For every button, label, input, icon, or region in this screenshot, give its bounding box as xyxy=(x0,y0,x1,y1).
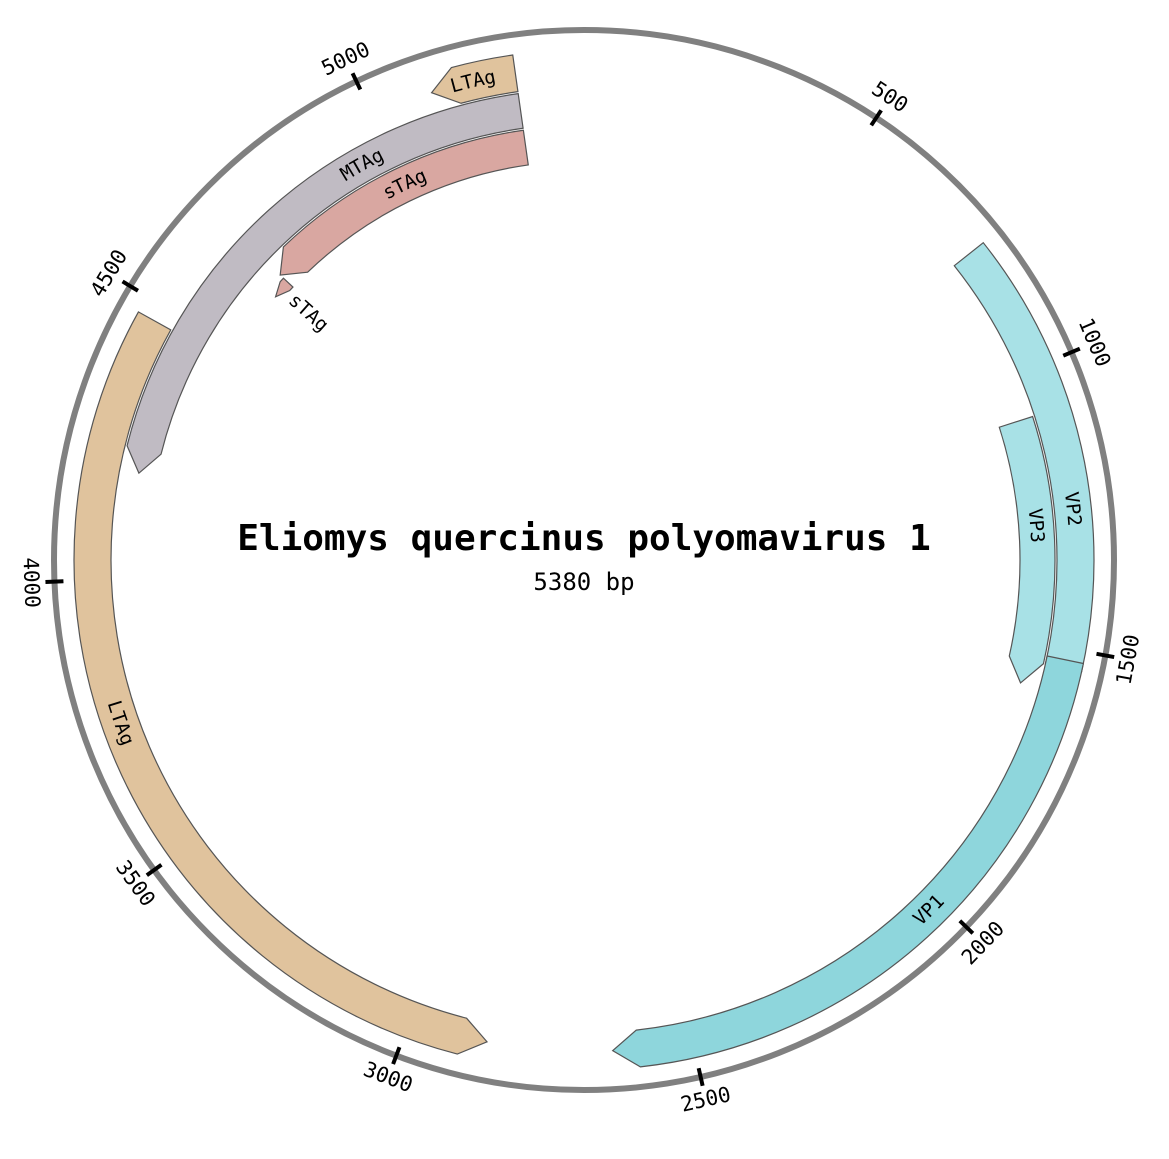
tick-mark xyxy=(699,1068,703,1086)
plasmid-size-text: 5380 bp xyxy=(533,568,634,596)
tick-mark xyxy=(45,581,63,582)
plasmid-title-text: Eliomys quercinus polyomavirus 1 xyxy=(237,518,931,559)
tick-label: 1000 xyxy=(1074,314,1116,370)
tick-mark xyxy=(1096,654,1114,657)
feature-VP1 xyxy=(613,656,1084,1067)
feature-label-sTAg-tiny: sTAg xyxy=(284,289,333,336)
tick-label: 1500 xyxy=(1112,633,1145,687)
tick-label: 500 xyxy=(868,76,913,117)
feature-label-VP2: VP2 xyxy=(1060,490,1085,526)
feature-label-VP3: VP3 xyxy=(1024,507,1049,543)
backbone-circle xyxy=(54,30,1114,1090)
tick-label: 4000 xyxy=(18,557,44,609)
feature-sTAg-tiny xyxy=(276,278,293,297)
tick-label: 2500 xyxy=(678,1082,733,1117)
tick-label: 3000 xyxy=(360,1057,416,1097)
plasmid-map: 500100015002000250030003500400045005000E… xyxy=(0,0,1169,1159)
